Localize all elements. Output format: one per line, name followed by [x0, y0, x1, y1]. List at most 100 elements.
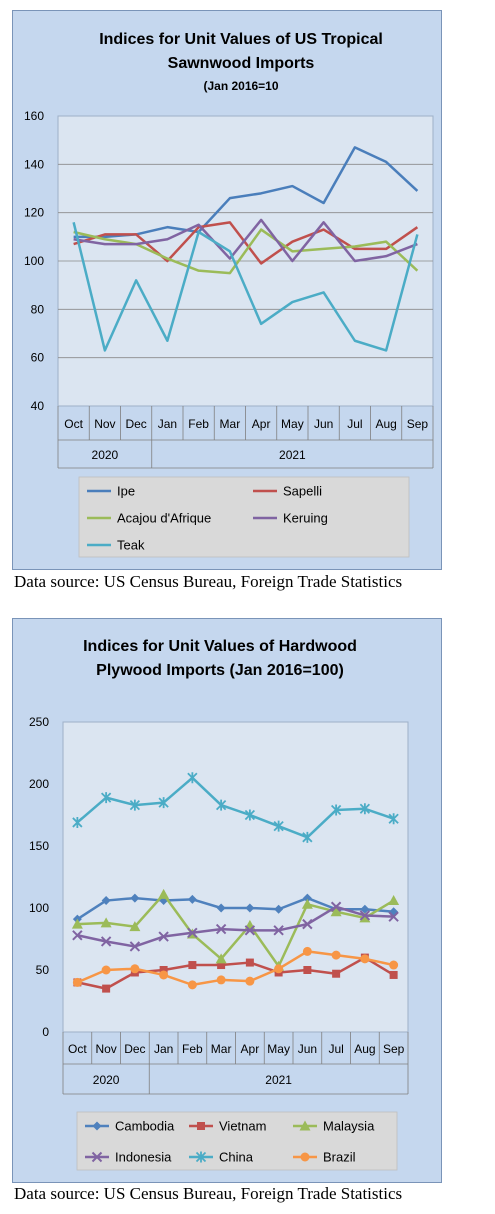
data-point-indonesia: [100, 936, 112, 947]
legend-label: China: [219, 1150, 254, 1165]
data-point-china: [100, 792, 112, 804]
data-point-malaysia: [71, 918, 83, 929]
data-point-malaysia: [301, 898, 313, 909]
data-point-brazil: [360, 954, 370, 964]
year-group-label: 2021: [279, 448, 306, 462]
legend-label: Brazil: [323, 1150, 356, 1165]
legend-marker: [197, 1122, 205, 1130]
x-tick-label: Mar: [220, 417, 241, 431]
series-line-indonesia: [77, 905, 394, 948]
plywood-chart: Indices for Unit Values of Hardwood Plywo…: [29, 638, 409, 1171]
legend: [76, 1111, 398, 1171]
data-point-china: [302, 831, 313, 843]
y-tick-label: 140: [24, 157, 44, 171]
x-tick-label: May: [267, 1042, 290, 1056]
data-point-china: [330, 804, 342, 816]
x-tick-label: Oct: [68, 1042, 87, 1056]
chart-subtitle: (Jan 2016=10: [203, 79, 278, 93]
y-tick-label: 50: [36, 963, 50, 977]
series-line-keruing: [73, 218, 418, 263]
data-point-brazil: [130, 964, 140, 974]
data-point-indonesia: [273, 925, 284, 936]
data-point-malaysia: [215, 953, 227, 964]
legend-marker: [92, 1121, 102, 1131]
series-brazil: [72, 946, 399, 990]
data-point-brazil: [187, 980, 197, 990]
data-point-malaysia: [158, 888, 170, 899]
y-tick-label: 60: [31, 351, 45, 365]
data-point-vietnam: [303, 966, 312, 974]
data-point-malaysia: [330, 906, 342, 917]
series-china: [72, 772, 399, 843]
year-group-label: 2020: [92, 448, 119, 462]
year-group-label: 2020: [93, 1073, 120, 1087]
data-point-malaysia: [100, 917, 112, 928]
data-point-china: [129, 799, 141, 811]
series-line-brazil: [76, 950, 394, 987]
data-point-china: [158, 797, 169, 809]
x-tick-label: Jun: [314, 417, 333, 431]
series-line-teak: [72, 222, 419, 352]
data-point-indonesia: [244, 925, 256, 936]
y-tick-label: 160: [24, 109, 44, 123]
legend-label: Ipe: [117, 484, 135, 499]
legend-marker: [195, 1151, 207, 1163]
data-point-brazil: [72, 977, 82, 987]
data-point-vietnam: [159, 966, 168, 974]
x-tick-label: Sep: [383, 1042, 405, 1056]
data-point-vietnam: [217, 961, 226, 970]
data-point-brazil: [245, 976, 255, 986]
legend-label: Sapelli: [283, 484, 322, 499]
data-point-cambodia: [245, 903, 255, 913]
legend-label: Vietnam: [219, 1119, 266, 1134]
data-point-cambodia: [101, 896, 111, 906]
series-keruing: [73, 218, 418, 263]
x-tick-label: May: [281, 417, 304, 431]
data-point-china: [187, 772, 198, 784]
x-tick-label: Oct: [64, 417, 83, 431]
x-tick-label: Apr: [241, 1042, 260, 1056]
data-point-indonesia: [388, 911, 399, 922]
legend-label: Cambodia: [115, 1119, 175, 1134]
series-line-china: [76, 776, 395, 839]
data-point-china: [273, 820, 284, 832]
data-point-china: [388, 813, 399, 825]
x-tick-label: Jan: [154, 1042, 173, 1056]
year-group-label: 2021: [265, 1073, 292, 1087]
chart-panel-plywood: Indices for Unit Values of Hardwood Plywo…: [12, 618, 442, 1183]
data-point-indonesia: [359, 910, 371, 921]
legend-label: Malaysia: [323, 1119, 375, 1134]
y-tick-label: 250: [29, 715, 49, 729]
x-tick-label: Aug: [354, 1042, 375, 1056]
legend: [78, 476, 410, 558]
data-point-brazil: [216, 975, 226, 985]
data-point-brazil: [101, 965, 111, 975]
x-tick-label: Apr: [252, 417, 271, 431]
chart-title-line: Plywood Imports (Jan 2016=100): [96, 662, 344, 679]
data-point-cambodia: [130, 893, 140, 903]
data-point-indonesia: [158, 931, 169, 942]
series-line-sapelli: [73, 221, 419, 265]
data-point-indonesia: [129, 941, 141, 952]
chart-title-line: Sawnwood Imports: [168, 55, 315, 72]
data-point-brazil: [159, 970, 169, 980]
x-tick-label: Mar: [211, 1042, 232, 1056]
data-point-indonesia: [302, 918, 313, 930]
data-point-indonesia: [330, 901, 342, 912]
x-tick-label: Nov: [94, 417, 115, 431]
chart-panel-sawnwood: Indices for Unit Values of US Tropical Sa…: [12, 10, 442, 570]
series-sapelli: [73, 221, 419, 265]
chart-title-line: Indices for Unit Values of Hardwood: [83, 638, 357, 655]
data-point-brazil: [302, 946, 312, 956]
chart-title-line: Indices for Unit Values of US Tropical: [99, 31, 383, 48]
y-tick-label: 150: [29, 839, 49, 853]
x-tick-label: Aug: [375, 417, 396, 431]
x-tick-label: Nov: [95, 1042, 116, 1056]
y-tick-label: 80: [31, 302, 45, 316]
series-indonesia: [72, 901, 399, 952]
legend-marker: [299, 1120, 311, 1131]
x-tick-label: Jul: [347, 417, 362, 431]
data-point-malaysia: [129, 921, 141, 932]
series-line-malaysia: [77, 893, 395, 968]
x-tick-label: Jan: [158, 417, 177, 431]
